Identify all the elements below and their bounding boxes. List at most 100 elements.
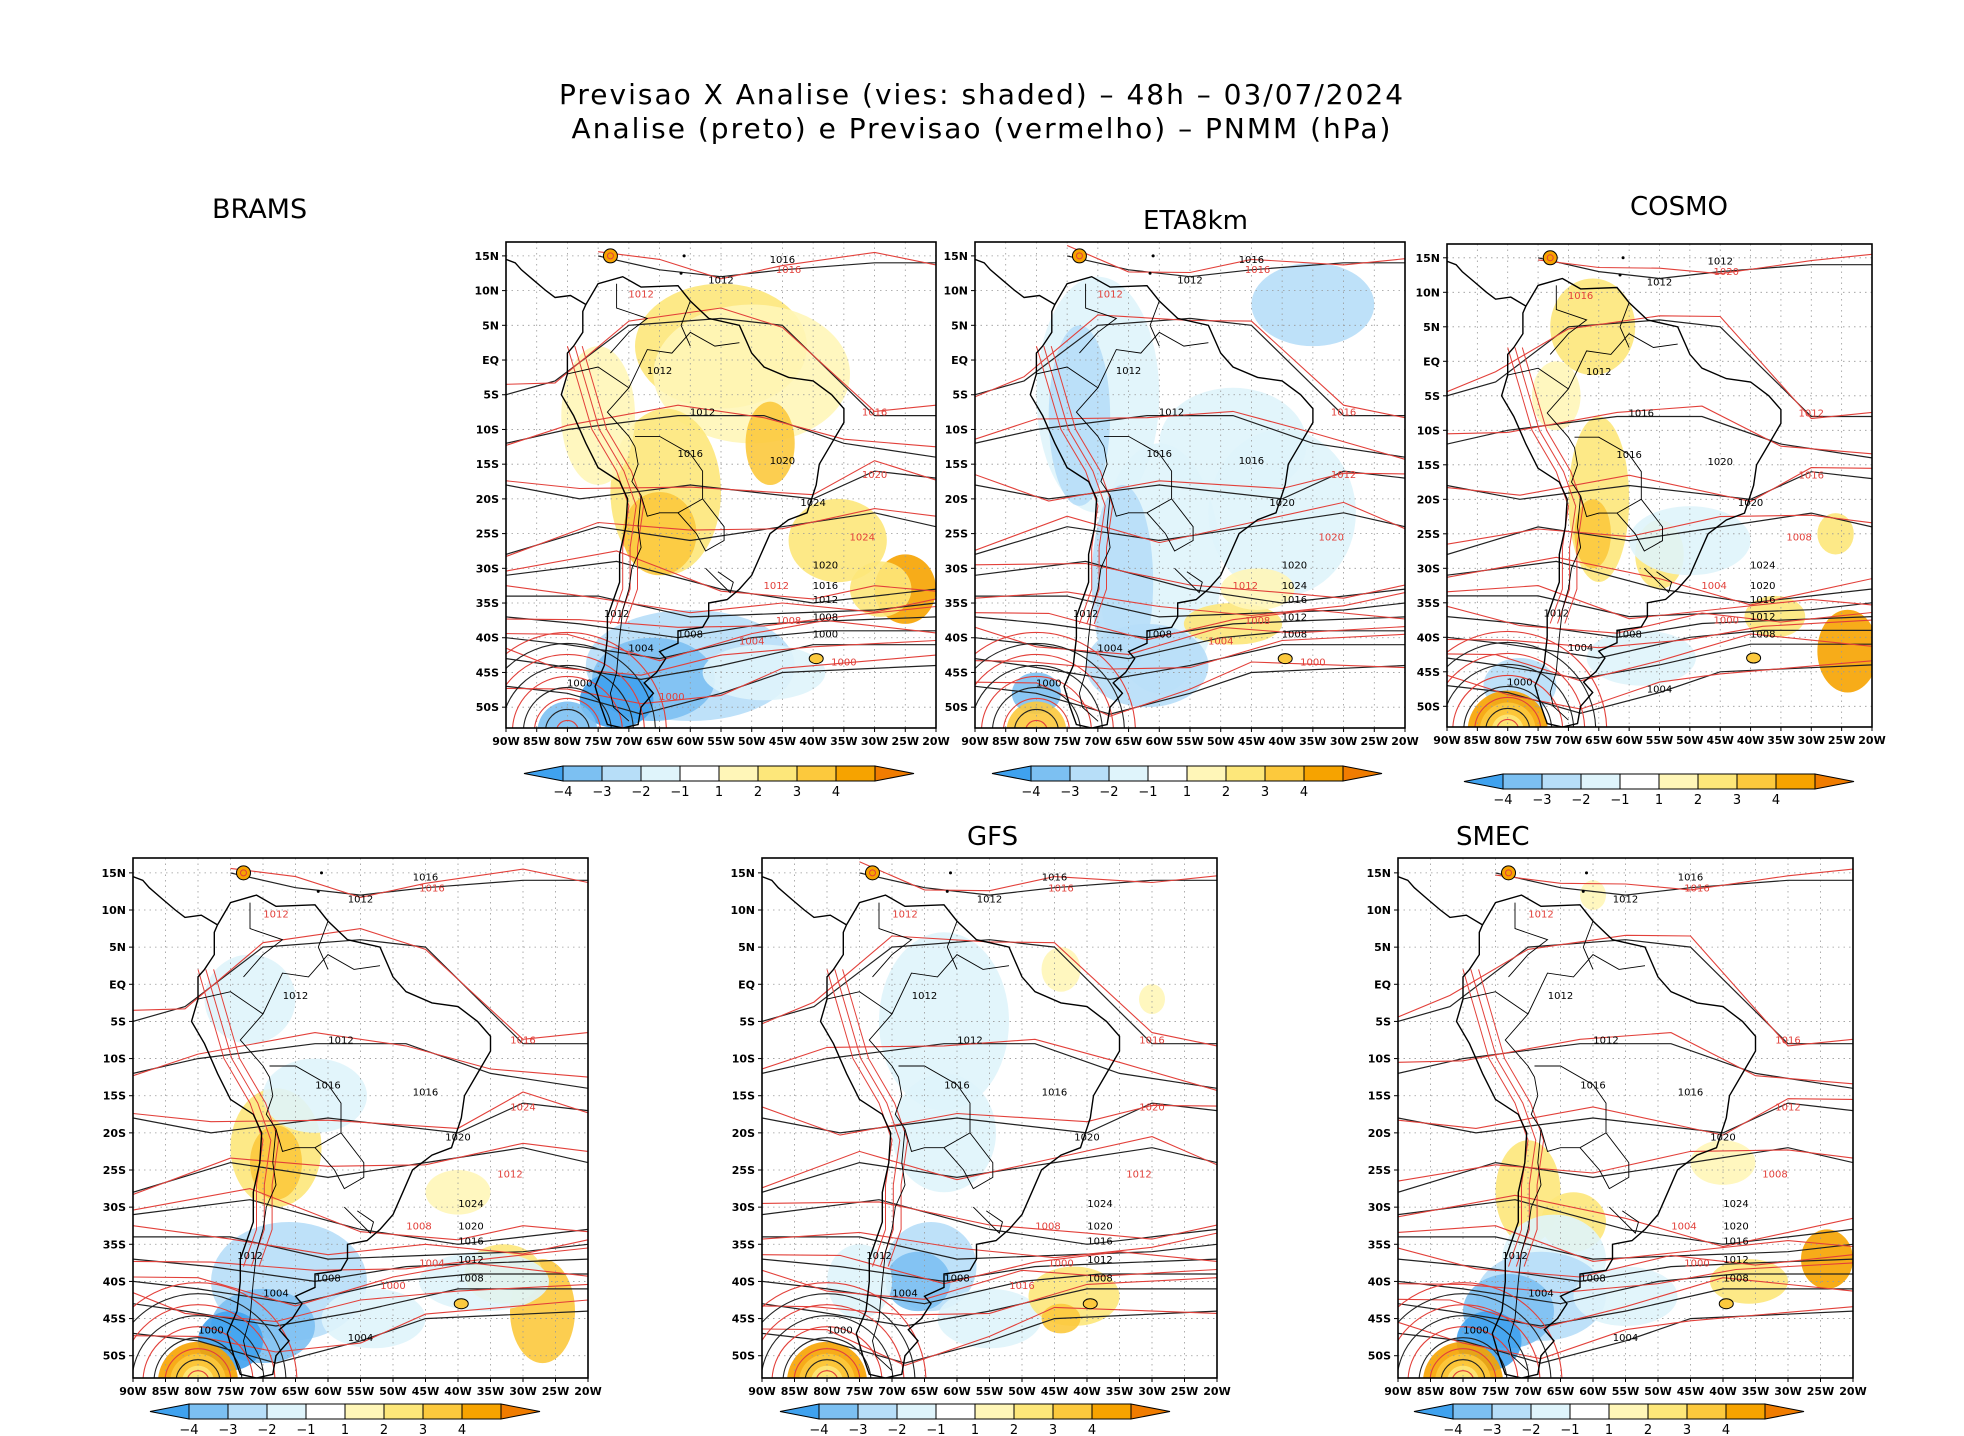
colorbar-label: −3 [1482, 1423, 1501, 1436]
forecast-isobar-label: 1016 [1009, 1281, 1034, 1292]
isobar-label: 1008 [1147, 630, 1172, 641]
isobar-label: 1012 [1087, 1255, 1112, 1266]
island [878, 845, 881, 848]
forecast-isobar [506, 585, 936, 614]
low-isobar [793, 1348, 861, 1378]
island [316, 889, 320, 893]
analysis-isobar [1398, 1199, 1853, 1245]
low-isobar [1003, 697, 1070, 728]
lon-label: 85W [523, 735, 550, 748]
isobar-label: 1016 [1616, 450, 1641, 461]
low-isobar [1447, 630, 1608, 727]
low-isobar [506, 664, 634, 728]
lon-label: 65W [1585, 734, 1612, 747]
lat-label: 10S [732, 1053, 755, 1066]
isobar-label: 1008 [678, 630, 703, 641]
colorbar-label: 3 [793, 785, 801, 800]
colorbar-segment [1580, 773, 1621, 790]
low-isobar [1418, 1337, 1508, 1378]
analysis-isobar [1537, 257, 1872, 280]
isobar-label: 1020 [458, 1221, 483, 1232]
forecast-isobar [1538, 253, 1872, 275]
lat-label: 45S [103, 1313, 126, 1326]
panel-label-gfs: GFS [967, 822, 1019, 852]
forecast-isobar-label: 1016 [1139, 1036, 1164, 1047]
lat-label: 15S [732, 1090, 755, 1103]
low-isobar [975, 664, 1103, 728]
isobar-label: 1008 [1580, 1273, 1605, 1284]
colorbar-label: 2 [380, 1423, 388, 1436]
lat-label: 5S [1375, 1015, 1391, 1028]
lon-label: 75W [1524, 734, 1551, 747]
lon-label: 25W [892, 735, 919, 748]
forecast-isobar [762, 1038, 1217, 1092]
bias-shading [1139, 984, 1165, 1014]
analysis-isobar [133, 939, 588, 1045]
forecast-isobar [1447, 605, 1872, 634]
colorbar-segment [1697, 773, 1738, 790]
forecast-isobar [975, 501, 1405, 551]
forecast-isobar [133, 1142, 588, 1196]
pressure-center [606, 252, 614, 260]
lon-label: 20W [1391, 735, 1418, 748]
isobar-label: 1024 [1282, 581, 1307, 592]
colorbar-label: −4 [1493, 793, 1512, 808]
lat-label: 35S [476, 597, 499, 610]
analysis-isobar [975, 317, 1405, 417]
lat-label: 10S [103, 1053, 126, 1066]
analysis-isobar [975, 616, 1405, 639]
colorbar-segment [1413, 1403, 1454, 1420]
lon-label: 40W [799, 735, 826, 748]
bias-shading [1492, 714, 1524, 727]
coastline [506, 258, 587, 306]
forecast-isobar [975, 609, 1405, 641]
lon-label: 60W [1146, 735, 1173, 748]
forecast-isobar-label: 1000 [1714, 616, 1739, 627]
isobar-label: 1020 [445, 1132, 470, 1143]
bias-shading [1532, 361, 1581, 431]
colorbar-segment [1452, 1403, 1493, 1420]
lat-label: 5S [1424, 390, 1440, 403]
low-isobar [771, 1326, 883, 1378]
analysis-isobar [975, 512, 1405, 555]
lat-label: 5N [1374, 941, 1391, 954]
isobar-label: 1012 [237, 1251, 262, 1262]
forecast-isobar [133, 1188, 588, 1241]
map-panel-wrf: 1016 1012 1012 1012 1016 1020 1016 1012 1008 1004… [101, 857, 602, 1398]
colorbar-segment [857, 1403, 898, 1420]
colorbar-label: 4 [1772, 793, 1780, 808]
country-border [610, 283, 649, 354]
forecast-isobar [581, 345, 645, 625]
low-isobar [1407, 1326, 1519, 1378]
colorbar-label: −1 [296, 1423, 315, 1436]
country-border [872, 1129, 906, 1371]
colorbar-label: 1 [1183, 785, 1191, 800]
pressure-center [453, 1298, 469, 1310]
isobar-label: 1024 [1723, 1199, 1748, 1210]
analysis-isobar [230, 872, 588, 896]
analysis-isobar [1398, 939, 1853, 1045]
isobar-label: 1012 [1613, 895, 1638, 906]
colorbar-segment [188, 1403, 229, 1420]
forecast-isobar [975, 562, 1405, 599]
isobar-label: 1020 [1282, 560, 1307, 571]
low-isobar [506, 631, 667, 728]
lon-label: 35W [1742, 1385, 1769, 1398]
colorbar-smec: −4 −3 −2 −1 1 2 3 4 [1413, 1403, 1805, 1436]
country-border [826, 991, 899, 1078]
lon-label: 80W [1494, 734, 1521, 747]
colorbar-label: 2 [1644, 1423, 1652, 1436]
lat-label: 45S [732, 1313, 755, 1326]
isobar-label: 1016 [1750, 595, 1775, 606]
forecast-isobar [1478, 969, 1545, 1267]
lon-label: 90W [1433, 734, 1460, 747]
isobar-label: 1012 [1502, 1251, 1527, 1262]
isobar-label: 1016 [1629, 409, 1654, 420]
colorbar-label: 3 [1733, 793, 1741, 808]
colorbar-segment [1658, 773, 1699, 790]
country-border [1508, 902, 1549, 978]
low-isobar [523, 686, 612, 728]
isobar-label: 1012 [458, 1255, 483, 1266]
country-border [1549, 495, 1582, 721]
isobar-label: 1012 [647, 366, 672, 377]
